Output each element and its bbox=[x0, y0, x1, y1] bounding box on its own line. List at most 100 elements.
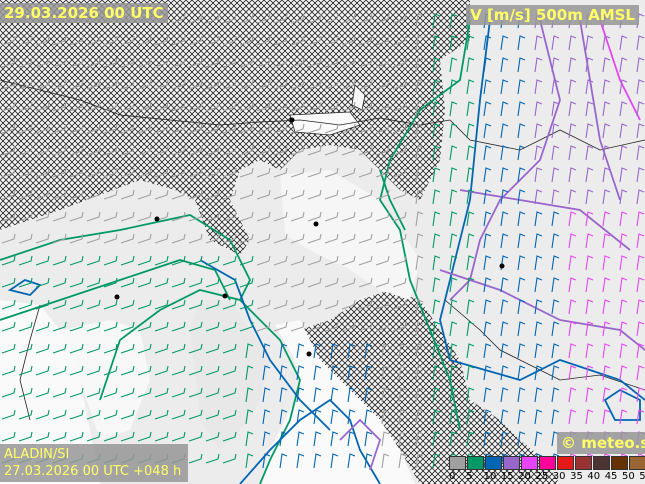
wind-barb bbox=[52, 365, 67, 376]
wind-barb bbox=[449, 431, 458, 447]
wind-barb bbox=[619, 321, 628, 337]
wind-barb bbox=[18, 365, 33, 376]
wind-barb bbox=[364, 365, 373, 381]
wind-barb bbox=[239, 189, 254, 200]
wind-barb bbox=[296, 365, 305, 381]
wind-barb bbox=[273, 299, 288, 310]
legend-swatch bbox=[539, 456, 556, 470]
wind-barb bbox=[103, 101, 118, 112]
wind-barb bbox=[171, 79, 186, 90]
wind-barb bbox=[245, 453, 254, 469]
wind-barb bbox=[222, 145, 237, 156]
wind-barb bbox=[35, 35, 50, 46]
wind-barb bbox=[392, 189, 407, 200]
wind-barb bbox=[500, 299, 509, 315]
wind-barb bbox=[483, 79, 492, 95]
wind-barb bbox=[602, 277, 611, 293]
wind-barb bbox=[602, 57, 611, 73]
wind-barb bbox=[534, 233, 543, 249]
wind-barb bbox=[18, 387, 33, 398]
wind-barb bbox=[432, 409, 441, 425]
wind-barb bbox=[205, 409, 220, 420]
wind-barb bbox=[585, 365, 594, 381]
wind-barb bbox=[256, 233, 271, 244]
wind-barb bbox=[245, 365, 254, 381]
wind-barb bbox=[171, 211, 186, 222]
wind-barb bbox=[358, 101, 373, 112]
wind-barb bbox=[35, 365, 50, 376]
tyrrhenian-sea bbox=[0, 300, 100, 484]
wind-barb bbox=[137, 167, 152, 178]
wind-barb bbox=[279, 453, 288, 469]
wind-barb bbox=[188, 189, 203, 200]
wind-barb bbox=[534, 167, 543, 183]
wind-barb bbox=[415, 453, 424, 469]
wind-barb bbox=[1, 211, 16, 222]
city-marker bbox=[313, 221, 319, 227]
wind-barb bbox=[517, 57, 526, 73]
wind-barb bbox=[69, 167, 84, 178]
wind-barb bbox=[364, 387, 373, 403]
wind-barb bbox=[602, 233, 611, 249]
wind-barb bbox=[483, 343, 492, 359]
wind-barb bbox=[256, 277, 271, 288]
wind-barb bbox=[222, 255, 237, 266]
wind-barb bbox=[69, 189, 84, 200]
wind-barb bbox=[636, 211, 645, 227]
wind-barb bbox=[35, 409, 50, 420]
wind-barb bbox=[290, 167, 305, 178]
wind-barb bbox=[500, 57, 509, 73]
wind-barb bbox=[1, 233, 16, 244]
wind-barb bbox=[205, 365, 220, 376]
legend-swatch bbox=[557, 456, 574, 470]
wind-barb bbox=[619, 145, 628, 161]
wind-barb bbox=[120, 299, 135, 310]
wind-barb bbox=[239, 57, 254, 68]
wind-barb bbox=[534, 79, 543, 95]
wind-barb bbox=[222, 453, 237, 464]
wind-barb bbox=[1, 79, 16, 90]
wind-barb bbox=[18, 57, 33, 68]
wind-barb bbox=[171, 167, 186, 178]
wind-barb bbox=[551, 57, 560, 73]
wind-barb bbox=[602, 79, 611, 95]
wind-barb bbox=[171, 13, 186, 24]
wind-barb bbox=[449, 409, 458, 425]
wind-barb bbox=[313, 453, 322, 469]
wind-barb bbox=[137, 409, 152, 420]
legend-tick: 40 bbox=[587, 471, 601, 482]
wind-barb bbox=[290, 13, 305, 24]
wind-barb bbox=[120, 101, 135, 112]
wind-barb bbox=[398, 343, 407, 359]
wind-barb bbox=[120, 321, 135, 332]
legend-swatch bbox=[521, 456, 538, 470]
model-info: ALADIN/SI 27.03.2026 00 UTC +048 h bbox=[0, 444, 188, 482]
legend-tick: 50 bbox=[622, 471, 635, 482]
wind-barb bbox=[483, 387, 492, 403]
wind-barb bbox=[432, 453, 441, 469]
wind-barb bbox=[534, 255, 543, 271]
wind-barb bbox=[103, 387, 118, 398]
wind-barb bbox=[154, 321, 169, 332]
wind-barb bbox=[449, 167, 458, 183]
legend-tick: 0 bbox=[449, 471, 456, 482]
wind-barb bbox=[392, 255, 407, 266]
wind-barb bbox=[483, 35, 492, 51]
wind-barb bbox=[188, 255, 203, 266]
wind-barb bbox=[262, 343, 271, 359]
wind-barb bbox=[551, 123, 560, 139]
wind-barb bbox=[568, 35, 577, 51]
wind-barb bbox=[256, 13, 271, 24]
wind-barb bbox=[188, 343, 203, 354]
wind-barb bbox=[273, 123, 288, 134]
wind-barb bbox=[273, 233, 288, 244]
color-legend bbox=[449, 456, 645, 470]
wind-barb bbox=[154, 255, 169, 266]
wind-barb bbox=[381, 453, 390, 469]
wind-barb bbox=[52, 343, 67, 354]
wind-barb bbox=[619, 365, 628, 381]
wind-barb bbox=[517, 255, 526, 271]
wind-barb bbox=[358, 35, 373, 46]
wind-barb bbox=[86, 211, 101, 222]
